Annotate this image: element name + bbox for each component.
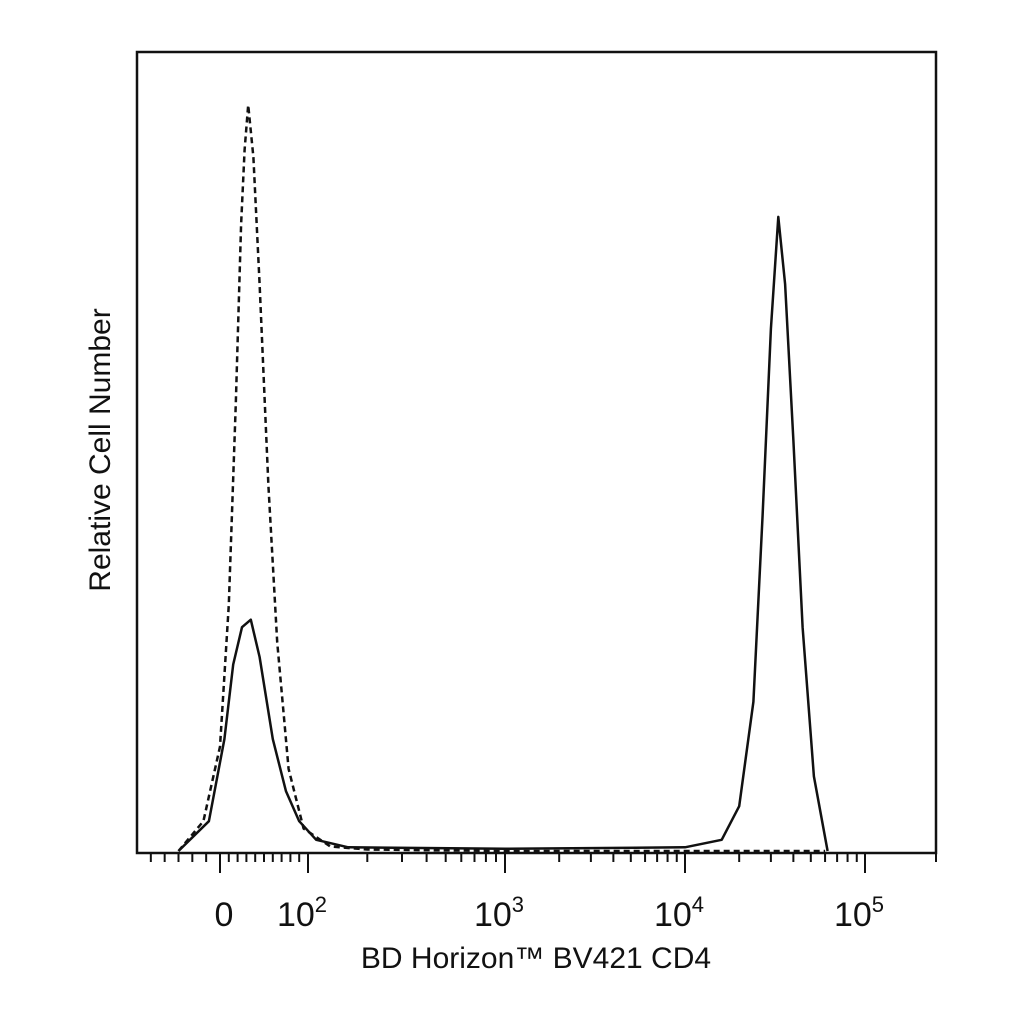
x-axis-tick-labels: 0 102 103 104 105 xyxy=(215,892,885,934)
series-dashed-line xyxy=(177,103,826,853)
x-tick-label-4: 105 xyxy=(834,892,884,934)
x-tick-label-1: 102 xyxy=(277,892,327,934)
y-axis-title: Relative Cell Number xyxy=(84,308,117,591)
x-tick-label-2: 103 xyxy=(474,892,524,934)
x-tick-label-3: 104 xyxy=(654,892,704,934)
plot-frame xyxy=(135,50,938,855)
series-group xyxy=(177,103,829,853)
x-axis-ticks xyxy=(149,853,937,873)
series-solid-line xyxy=(177,215,829,852)
x-tick-label-0: 0 xyxy=(215,896,234,934)
x-axis-title: BD Horizon™ BV421 CD4 xyxy=(361,942,711,975)
